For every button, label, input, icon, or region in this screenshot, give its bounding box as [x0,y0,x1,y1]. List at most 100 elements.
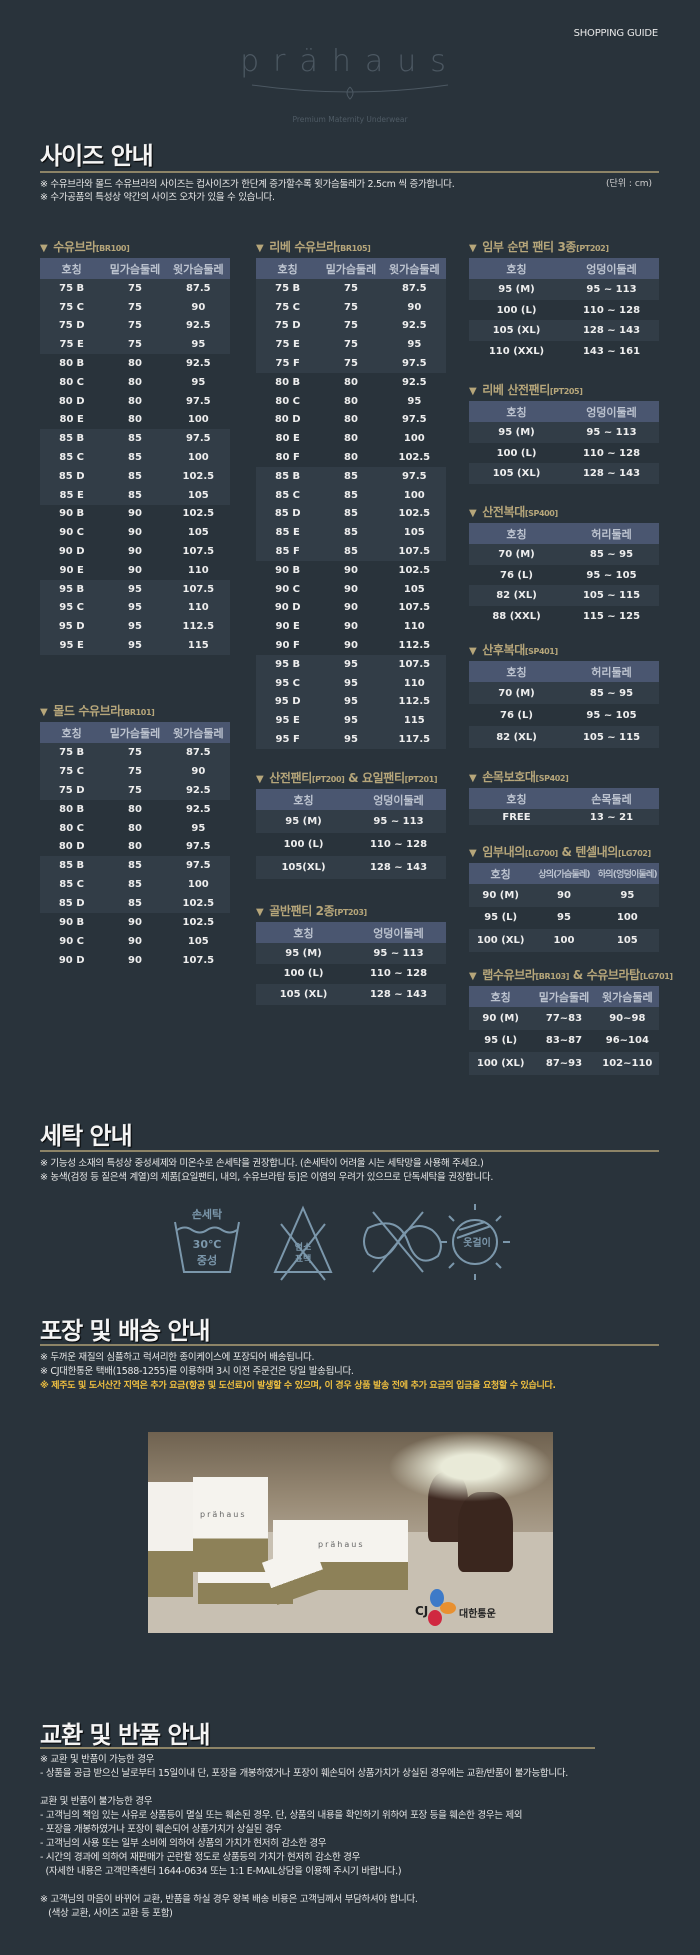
table-cell: 107.5 [182,583,215,595]
table-cell: 105 (XL) [279,988,328,1000]
table-row: 85 C 85 100 [40,448,230,467]
table-cell: 102.5 [398,452,431,464]
table-row: 80 D 80 97.5 [40,837,230,856]
table-row: 95 (M) 95 ~ 113 [256,810,446,833]
table-cell: 100 [553,934,575,946]
size-table-sp400: ▼ 산전복대[SP400] 호칭 허리둘레 70 (M) 85 ~ 95 76 (L) 95 … [469,505,659,627]
table-cell: 85 [344,546,358,558]
column-header: 호칭 [506,527,527,541]
table-cell: 75 B [59,746,85,758]
triangle-down-icon: ▼ [256,907,264,918]
table-row: 75 B 75 87.5 [256,279,446,298]
table-cell: 128 ~ 143 [582,325,641,337]
table-cell: 90 [344,564,358,576]
table-cell: 85 C [275,489,301,501]
table-cell: 95 E [59,640,84,652]
product-code: [SP400] [524,509,558,518]
size-guide-title: 사이즈 안내 [40,142,154,170]
size-table-br105: ▼ 리베 수유브라[BR105] 호칭 밑가슴둘레 윗가슴둘레 75 B 75 87.5 75 … [256,240,446,749]
table-cell: 87.5 [185,282,211,294]
table-cell: 80 [128,414,142,426]
table-cell: 105 [403,583,425,595]
table-cell: 102.5 [182,916,215,928]
table-cell: 75 [128,765,142,777]
triangle-down-icon: ▼ [469,646,477,657]
table-cell: 102.5 [182,508,215,520]
table-row: 75 D 75 92.5 [256,316,446,336]
table-cell: 90 D [274,602,301,614]
table-cell: 95 [557,912,571,924]
table-cell: 85 D [274,508,301,520]
logo-ornament-icon [251,84,449,100]
table-row: 75 D 75 92.5 [40,316,230,336]
table-cell: 95 (M) [498,426,535,438]
table-cell: 75 B [59,282,85,294]
product-code: [PT205] [549,387,583,396]
table-row: 90 D 90 107.5 [40,542,230,561]
hanger-label: 옷걸이 [463,1236,491,1249]
table-cell: 115 [403,715,425,727]
table-cell: 97.5 [185,860,211,872]
table-cell: 75 C [59,765,85,777]
table-header: 호칭 엉덩이둘레 [256,789,446,810]
table-cell: 90 [128,954,142,966]
product-code: [BR103] [535,972,570,981]
table-cell: 92.5 [185,784,211,796]
table-cell: 128 ~ 143 [369,862,428,873]
table-cell: 85 [344,527,358,539]
table-cell: 97.5 [185,395,211,407]
table-cell: 110 [403,677,425,689]
table-cell: 105 ~ 115 [582,731,641,743]
table-cell: 90 C [59,935,85,947]
table-cell: 95 C [275,677,301,689]
table-cell: 105 (XL) [492,325,541,337]
table-cell: 97.5 [401,414,427,426]
table-cell: 95 [620,889,635,901]
table-row: 95 (L) 83~87 96~104 [469,1030,659,1053]
table-row: 95 E 95 115 [256,711,446,731]
exchange-line [40,1781,568,1795]
table-cell: 76 (L) [500,709,533,721]
column-header: 윗가슴둘레 [602,990,653,1004]
table-row: 80 B 80 92.5 [256,373,446,392]
table-cell: 110 ~ 128 [369,968,428,980]
table-title: ▼ 산전복대[SP400] [469,505,659,519]
table-cell: 80 [344,376,358,388]
product-name: 산후복대 [482,643,525,657]
table-cell: 75 [128,320,142,332]
table-row: 90 E 90 110 [256,617,446,636]
table-cell: 80 [344,414,358,426]
table-cell: 90 B [275,564,301,576]
triangle-down-icon: ▼ [469,848,477,859]
table-cell: 87~93 [545,1057,583,1069]
table-row: 80 D 80 97.5 [40,392,230,411]
table-cell: 90 [344,640,358,652]
unit-label: (단위 : cm) [606,179,653,189]
column-header: 상의(가슴둘레) [538,870,590,880]
table-row: 75 E 75 95 [256,335,446,355]
table-cell: 112.5 [182,621,215,633]
product-name: 산전팬티 [269,771,312,785]
table-cell: 75 C [275,301,301,313]
table-row: 95 D 95 112.5 [256,692,446,712]
table-cell: 75 D [58,320,85,332]
courier-name: 대한통운 [459,1609,496,1620]
table-row: 80 C 80 95 [40,373,230,392]
table-cell: 110 (XXL) [488,345,545,357]
table-row: 105(XL) 128 ~ 143 [256,856,446,879]
product-code: [SP402] [535,774,569,783]
hand-wash-label: 손세탁 [192,1207,222,1221]
table-row: 75 B 75 87.5 [40,279,230,298]
table-cell: 85 [128,489,142,501]
table-row: 90 D 90 107.5 [40,951,230,970]
table-row: 95 C 95 110 [40,598,230,618]
table-cell: 95 [191,339,206,351]
table-cell: 85 [344,508,358,520]
table-row: 80 E 80 100 [256,429,446,448]
table-row: 90 (M) 90 95 [469,884,659,907]
table-row: 82 (XL) 105 ~ 115 [469,585,659,607]
table-cell: 85 E [59,489,84,501]
table-cell: 85 [128,898,142,910]
column-header: 호칭 [61,262,82,276]
table-cell: 97.5 [401,470,427,482]
